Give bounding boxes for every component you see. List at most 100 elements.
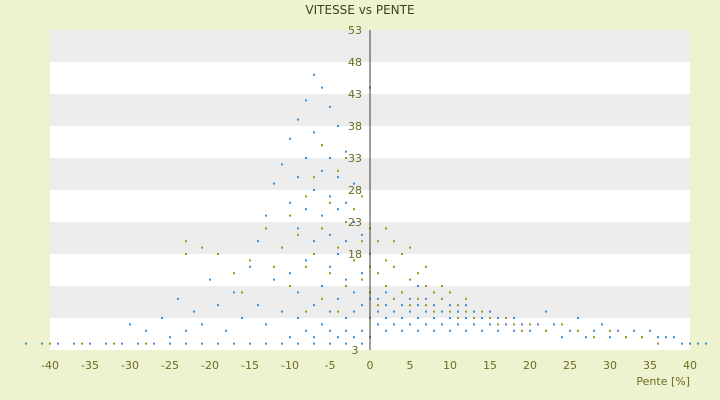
- data-points: [25, 73, 707, 345]
- x-tick-label: -20: [201, 359, 219, 372]
- data-point-a: [169, 336, 171, 339]
- data-point-a: [409, 310, 411, 313]
- data-point-a: [305, 208, 307, 211]
- data-point-b: [625, 336, 627, 339]
- data-point-a: [481, 329, 483, 332]
- data-point-a: [481, 317, 483, 319]
- data-point-a: [313, 73, 315, 76]
- data-point-b: [81, 342, 83, 345]
- data-point-a: [401, 317, 403, 319]
- data-point-a: [425, 297, 427, 300]
- data-point-a: [297, 227, 299, 230]
- data-point-a: [233, 342, 235, 345]
- data-point-a: [297, 176, 299, 179]
- data-point-b: [377, 304, 379, 307]
- data-point-b: [361, 278, 363, 281]
- data-point-a: [457, 323, 459, 326]
- y-tick-label: 33: [348, 152, 362, 165]
- data-point-a: [353, 310, 355, 313]
- data-point-a: [313, 342, 315, 345]
- data-point-a: [233, 291, 235, 294]
- data-point-b: [353, 208, 355, 211]
- data-point-a: [425, 310, 427, 313]
- data-point-a: [329, 157, 331, 159]
- data-point-a: [177, 297, 179, 300]
- data-point-a: [449, 304, 451, 307]
- data-point-a: [297, 317, 299, 319]
- data-point-a: [297, 118, 299, 121]
- data-point-a: [393, 310, 395, 313]
- data-point-a: [337, 253, 339, 255]
- data-point-b: [385, 259, 387, 262]
- data-point-a: [281, 310, 283, 313]
- data-point-b: [609, 329, 611, 332]
- data-point-a: [497, 329, 499, 332]
- data-point-a: [425, 323, 427, 326]
- data-point-a: [417, 304, 419, 307]
- data-point-a: [665, 336, 667, 339]
- data-point-a: [329, 105, 331, 108]
- data-point-b: [377, 240, 379, 243]
- data-point-b: [241, 291, 243, 294]
- data-point-b: [313, 176, 315, 179]
- data-point-a: [313, 131, 315, 134]
- data-point-b: [409, 246, 411, 249]
- data-point-a: [265, 342, 267, 345]
- data-point-b: [273, 265, 275, 268]
- data-point-a: [553, 323, 555, 326]
- data-point-a: [129, 323, 131, 326]
- data-point-a: [249, 342, 251, 345]
- data-point-b: [457, 304, 459, 307]
- data-point-a: [337, 297, 339, 300]
- y-tick-label: 3: [352, 344, 359, 357]
- data-point-b: [361, 195, 363, 198]
- data-point-a: [329, 342, 331, 345]
- data-point-b: [321, 227, 323, 230]
- data-point-a: [249, 265, 251, 268]
- data-point-b: [233, 272, 235, 275]
- data-point-b: [449, 291, 451, 294]
- data-point-b: [377, 272, 379, 275]
- data-point-b: [353, 259, 355, 262]
- data-point-a: [329, 310, 331, 313]
- data-point-b: [521, 329, 523, 332]
- data-point-a: [345, 317, 347, 319]
- data-point-b: [313, 253, 315, 255]
- data-point-b: [361, 240, 363, 243]
- data-point-b: [385, 227, 387, 230]
- y-tick-label: 28: [348, 184, 362, 197]
- data-point-b: [329, 201, 331, 204]
- data-point-a: [321, 285, 323, 287]
- data-point-b: [393, 265, 395, 268]
- data-point-a: [201, 342, 203, 345]
- data-point-a: [537, 323, 539, 326]
- data-point-a: [417, 329, 419, 332]
- data-point-b: [409, 304, 411, 307]
- x-tick-label: -40: [41, 359, 59, 372]
- data-point-a: [361, 329, 363, 332]
- data-point-a: [353, 182, 355, 185]
- data-point-b: [345, 157, 347, 159]
- data-point-a: [337, 176, 339, 179]
- data-point-a: [329, 195, 331, 198]
- data-point-a: [593, 329, 595, 332]
- data-point-a: [321, 86, 323, 89]
- data-point-a: [529, 329, 531, 332]
- data-point-a: [305, 99, 307, 102]
- data-point-b: [529, 323, 531, 326]
- data-point-a: [697, 342, 699, 345]
- x-tick-label: -10: [281, 359, 299, 372]
- data-point-b: [425, 304, 427, 307]
- data-point-a: [609, 336, 611, 339]
- data-point-a: [521, 323, 523, 326]
- data-point-a: [657, 336, 659, 339]
- data-point-b: [393, 297, 395, 300]
- data-point-a: [273, 278, 275, 281]
- data-point-a: [449, 317, 451, 319]
- data-point-b: [433, 291, 435, 294]
- data-point-b: [577, 329, 579, 332]
- data-point-a: [377, 310, 379, 313]
- data-point-a: [649, 329, 651, 332]
- data-point-a: [305, 329, 307, 332]
- data-point-a: [313, 189, 315, 191]
